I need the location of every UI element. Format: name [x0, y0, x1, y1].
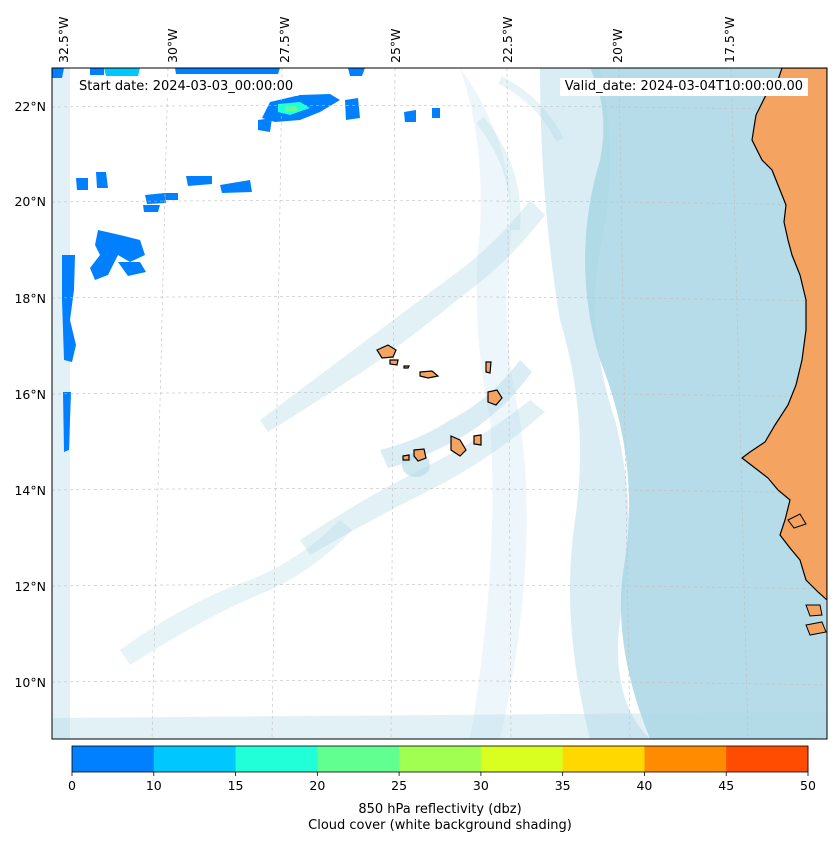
lat-label: 14°N: [14, 483, 46, 498]
cloud-cover-shading: [52, 68, 827, 739]
lon-label: 25°W: [388, 28, 403, 63]
latitude-labels: 22°N 20°N 18°N 16°N 14°N 12°N 10°N: [14, 99, 46, 690]
colorbar-tick-label: 10: [146, 778, 162, 793]
map-frame: [51, 67, 828, 740]
colorbar-tick-label: 45: [718, 778, 734, 793]
lat-label: 16°N: [14, 387, 46, 402]
reflectivity-patches: [52, 68, 440, 452]
colorbar-segment: [235, 746, 318, 772]
lat-label: 18°N: [14, 291, 46, 306]
lat-label: 12°N: [14, 579, 46, 594]
colorbar-segment: [399, 746, 482, 772]
colorbar-segment: [153, 746, 237, 772]
lon-label: 20°W: [610, 28, 625, 63]
land-west-africa: [741, 68, 827, 636]
longitude-labels: 32.5°W 30°W 27.5°W 25°W 22.5°W 20°W 17.5…: [56, 17, 737, 63]
colorbar-tick-label: 50: [800, 778, 816, 793]
lon-label: 22.5°W: [500, 17, 515, 63]
colorbar-tick-label: 15: [228, 778, 244, 793]
lon-label: 30°W: [165, 28, 180, 63]
lat-label: 10°N: [14, 675, 46, 690]
colorbar-segment: [480, 746, 564, 772]
start-date-label: Start date: 2024-03-03_00:00:00: [74, 78, 299, 96]
colorbar-tick-label: 25: [391, 778, 407, 793]
map-plot-area: [52, 68, 827, 739]
colorbar-tick-label: 30: [473, 778, 489, 793]
colorbar-tick-label: 0: [68, 778, 76, 793]
colorbar-tick-label: 40: [636, 778, 652, 793]
colorbar-segment: [644, 746, 727, 772]
colorbar-segment: [72, 746, 155, 772]
lon-label: 17.5°W: [722, 17, 737, 63]
colorbar-title: 850 hPa reflectivity (dbz): [358, 802, 522, 817]
lat-label: 20°N: [14, 194, 46, 209]
colorbar-frame: [71, 745, 809, 773]
colorbar-subtitle: Cloud cover (white background shading): [308, 818, 572, 833]
lon-label: 32.5°W: [56, 17, 71, 63]
lon-label: 27.5°W: [277, 17, 292, 63]
valid-date-label: Valid_date: 2024-03-04T10:00:00.00: [559, 78, 808, 96]
lat-label: 22°N: [14, 99, 46, 114]
colorbar: 0 10 15 20 25 30 35 40 45 50: [68, 745, 816, 793]
gridlines: [52, 68, 827, 739]
colorbar-tick-label: 20: [309, 778, 325, 793]
colorbar-segment: [726, 746, 809, 772]
cape-verde-islands: [376, 344, 503, 462]
colorbar-tick-label: 35: [555, 778, 571, 793]
colorbar-segment: [562, 746, 645, 772]
colorbar-segment: [317, 746, 400, 772]
